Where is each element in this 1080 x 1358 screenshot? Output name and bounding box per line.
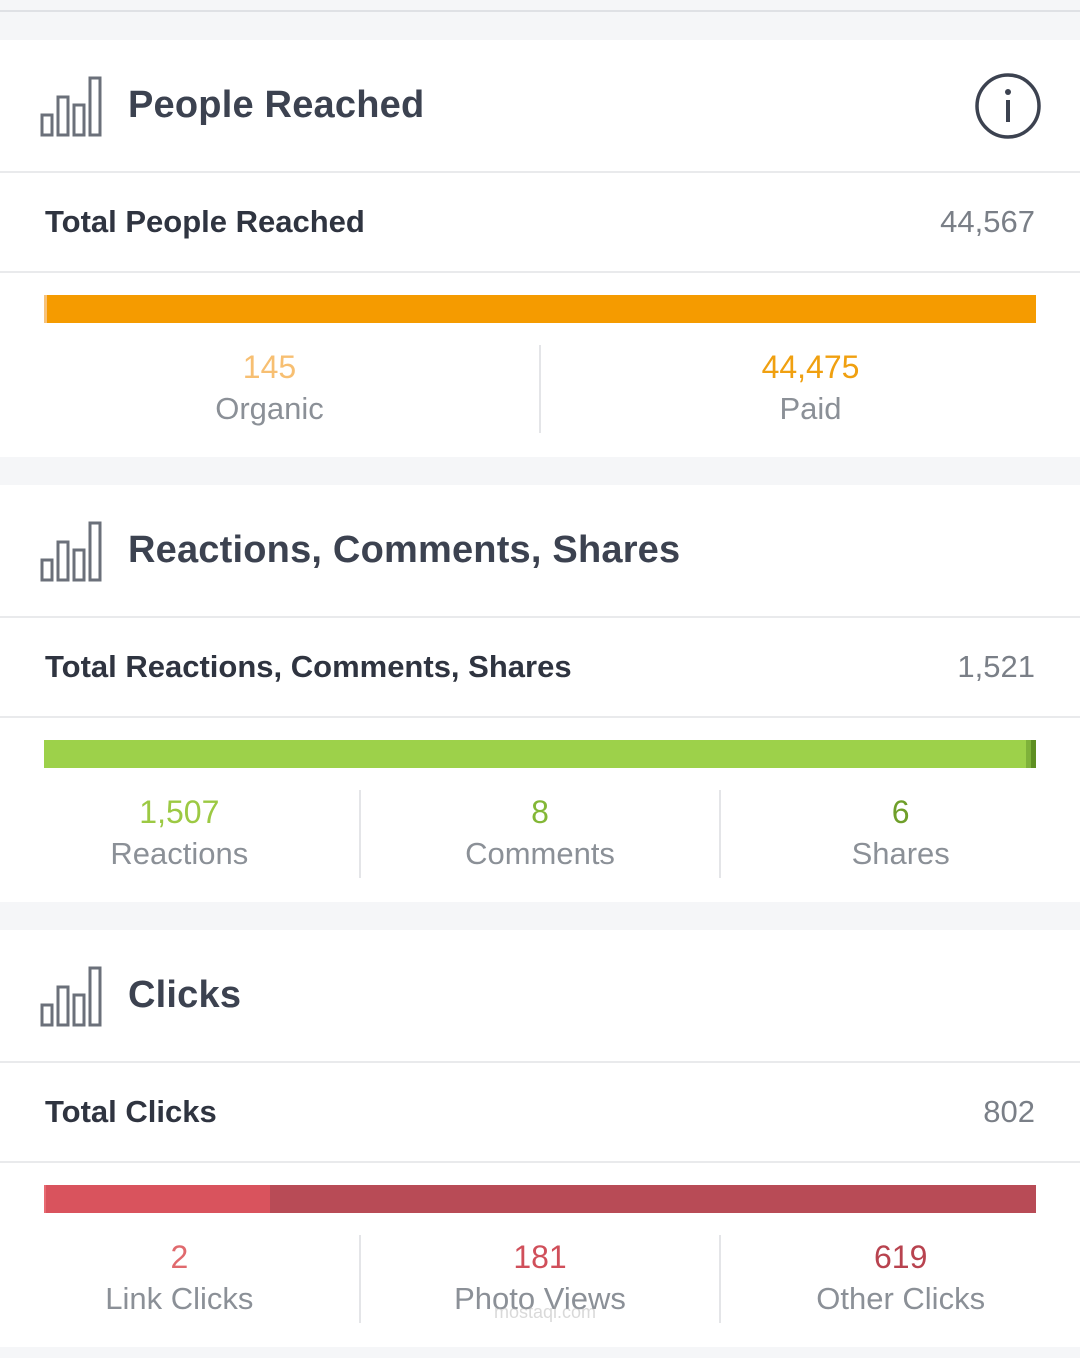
bar-segment bbox=[1026, 740, 1032, 768]
stats-row: 145 Organic 44,475 Paid bbox=[0, 345, 1080, 457]
stat-label: Organic bbox=[215, 391, 324, 426]
total-value: 44,567 bbox=[940, 204, 1035, 239]
bar-segment bbox=[44, 740, 1027, 768]
insights-page: People Reached Total People Reached 44,5… bbox=[0, 40, 1080, 1347]
stat-label: Reactions bbox=[110, 836, 249, 871]
bar-segment bbox=[44, 295, 47, 323]
total-row: Total Clicks 802 bbox=[0, 1063, 1080, 1163]
stat-value: 181 bbox=[513, 1239, 567, 1275]
breakdown-bar bbox=[44, 1185, 1036, 1213]
section-clicks: Clicks Total Clicks 802 2 Link Clicks 18… bbox=[0, 930, 1080, 1347]
bar-chart-icon bbox=[40, 521, 102, 581]
section-header: People Reached bbox=[0, 40, 1080, 173]
total-label: Total Reactions, Comments, Shares bbox=[45, 649, 572, 684]
stat-value: 6 bbox=[891, 794, 910, 830]
stat-comments[interactable]: 8 Comments bbox=[358, 790, 720, 878]
bar-segment bbox=[1031, 740, 1036, 768]
bar-chart-icon bbox=[40, 76, 102, 136]
total-label: Total Clicks bbox=[45, 1094, 217, 1129]
bar-segment bbox=[44, 1185, 47, 1213]
total-row: Total Reactions, Comments, Shares 1,521 bbox=[0, 618, 1080, 718]
stats-row: 1,507 Reactions 8 Comments 6 Shares bbox=[0, 790, 1080, 902]
bar-segment bbox=[46, 1185, 271, 1213]
section-title: People Reached bbox=[128, 84, 425, 126]
stat-link-clicks[interactable]: 2 Link Clicks bbox=[0, 1235, 359, 1323]
stat-label: Photo Views bbox=[454, 1281, 626, 1316]
section-title: Clicks bbox=[128, 974, 242, 1016]
total-value: 1,521 bbox=[957, 649, 1035, 684]
section-title: Reactions, Comments, Shares bbox=[128, 529, 681, 571]
stat-paid[interactable]: 44,475 Paid bbox=[539, 345, 1080, 433]
stat-photo-views[interactable]: 181 Photo Views bbox=[358, 1235, 720, 1323]
total-row: Total People Reached 44,567 bbox=[0, 173, 1080, 273]
breakdown-bar bbox=[44, 295, 1036, 323]
stat-shares[interactable]: 6 Shares bbox=[719, 790, 1080, 878]
stat-reactions[interactable]: 1,507 Reactions bbox=[0, 790, 359, 878]
stat-organic[interactable]: 145 Organic bbox=[0, 345, 539, 433]
total-label: Total People Reached bbox=[45, 204, 365, 239]
breakdown-bar bbox=[44, 740, 1036, 768]
stat-label: Shares bbox=[851, 836, 950, 871]
top-divider bbox=[0, 0, 1080, 12]
section-header: Clicks bbox=[0, 930, 1080, 1063]
stat-value: 8 bbox=[531, 794, 549, 830]
section-people-reached: People Reached Total People Reached 44,5… bbox=[0, 40, 1080, 457]
stat-value: 2 bbox=[170, 1239, 189, 1275]
section-header: Reactions, Comments, Shares bbox=[0, 485, 1080, 618]
stat-other-clicks[interactable]: 619 Other Clicks bbox=[719, 1235, 1080, 1323]
section-reactions: Reactions, Comments, Shares Total Reacti… bbox=[0, 485, 1080, 902]
stat-value: 44,475 bbox=[761, 349, 860, 385]
bar-segment bbox=[270, 1185, 1036, 1213]
stat-label: Other Clicks bbox=[816, 1281, 986, 1316]
stat-label: Link Clicks bbox=[105, 1281, 254, 1316]
stat-value: 1,507 bbox=[139, 794, 220, 830]
stat-value: 145 bbox=[242, 349, 297, 385]
total-value: 802 bbox=[983, 1094, 1035, 1129]
stat-value: 619 bbox=[873, 1239, 928, 1275]
stat-label: Paid bbox=[779, 391, 842, 426]
bar-chart-icon bbox=[40, 966, 102, 1026]
info-icon[interactable] bbox=[974, 72, 1042, 140]
stats-row: 2 Link Clicks 181 Photo Views 619 Other … bbox=[0, 1235, 1080, 1347]
bar-segment bbox=[46, 295, 1036, 323]
stat-label: Comments bbox=[465, 836, 615, 871]
